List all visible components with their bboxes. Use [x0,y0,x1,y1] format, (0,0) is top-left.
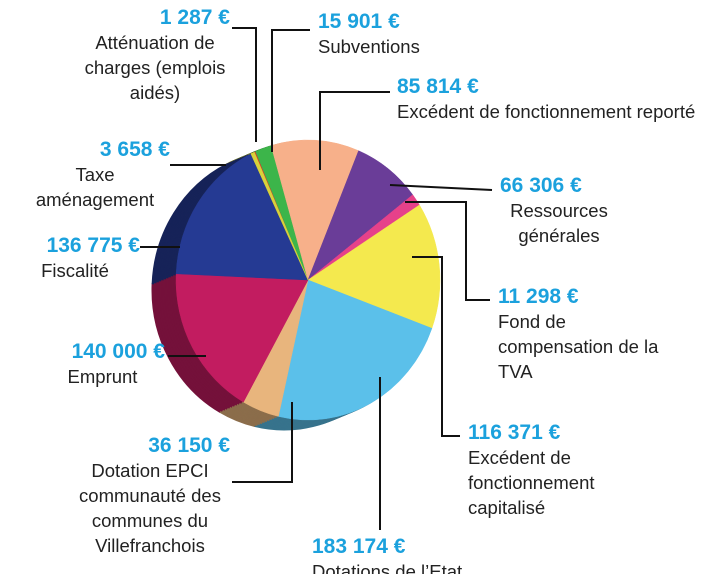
category-label: Subventions [318,36,420,57]
leader-line [232,402,293,483]
slice [175,153,309,281]
leader-line [232,27,257,142]
leader-line [412,256,460,437]
value-label: 116 371 € [468,421,561,444]
category-label: Dotation EPCI communauté des communes du… [79,460,221,556]
category-label: Atténuation de charges (emplois aidés) [84,32,226,103]
slice [307,204,441,329]
value-label: 85 814 € [397,75,479,98]
category-label: Fiscalité [41,260,109,281]
slice-label: 66 306 € Ressources générales [500,174,618,248]
leader-line [389,184,493,191]
slice-label: 183 174 € Dotations de l’Etat [312,535,512,574]
value-label: 11 298 € [498,285,579,308]
category-label: Excédent de fonctionnement reporté [397,101,696,122]
slice [278,279,433,421]
slice-label: 3 658 € Taxe aménagement [20,138,170,212]
slice-label: 116 371 € Excédent de fonctionnement capi… [468,421,638,520]
slice-label: 15 901 € Subventions [318,10,498,59]
value-label: 140 000 € [71,340,165,363]
leader-line [271,29,310,152]
value-label: 36 150 € [148,434,230,457]
slice-label: 140 000 € Emprunt [40,340,165,389]
category-label: Taxe aménagement [35,164,155,210]
category-label: Fond de compensation de la TVA [498,311,659,382]
leader-line [319,91,390,170]
category-label: Dotations de l’Etat [312,561,463,574]
slice [270,139,359,281]
category-label: Ressources générales [510,200,608,246]
value-label: 66 306 € [500,174,582,197]
value-label: 1 287 € [159,6,230,29]
category-label: Emprunt [67,366,138,387]
slice-label: 36 150 € Dotation EPCI communauté des com… [70,434,230,558]
category-label: Excédent de fonctionnement capitalisé [468,447,595,518]
slice-label: 11 298 € Fond de compensation de la TVA [498,285,668,384]
slice-label: 136 775 € Fiscalité [10,234,140,283]
value-label: 136 775 € [46,234,140,257]
value-label: 3 658 € [99,138,170,161]
value-label: 15 901 € [318,10,400,33]
value-label: 183 174 € [312,535,406,558]
leader-line [405,201,490,301]
slice-label: 85 814 € Excédent de fonctionnement repor… [397,75,702,124]
slice [175,273,309,403]
slice [250,151,309,281]
slice-label: 1 287 € Atténuation de charges (emplois a… [80,6,230,105]
